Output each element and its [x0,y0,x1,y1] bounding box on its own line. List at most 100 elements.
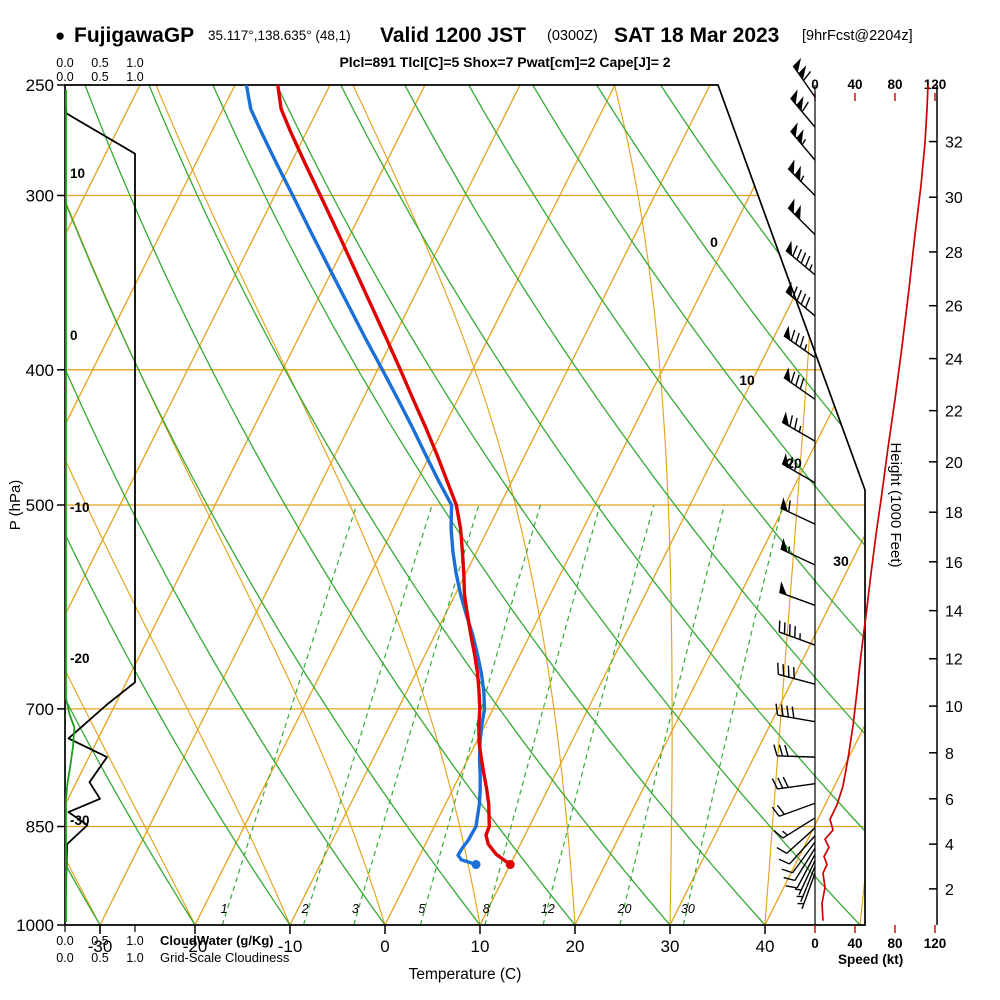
pressure-tick-label: 500 [26,496,54,515]
sounding-profiles [65,85,515,923]
dry-adiabat-label: -20 [70,651,90,666]
height-tick-label: 16 [945,555,963,572]
temperature-tick-label: 0 [380,937,389,956]
wind-barb [771,802,816,817]
height-tick-label: 12 [945,652,963,669]
station-name: FujigawaGP [74,24,194,47]
wind-barb [778,835,816,865]
wind-barb [780,538,816,566]
cloudiness-scale-top: 1.0 [126,70,143,84]
height-tick-label: 28 [945,245,963,262]
height-tick-label: 14 [945,604,963,621]
cloudiness-scale-top: 0.0 [56,70,73,84]
temperature-curve [276,85,512,867]
dry-adiabat-label: -10 [70,500,90,515]
valid-date: SAT 18 Mar 2023 [614,24,779,47]
speed-tick-label-top: 80 [887,77,902,92]
height-tick-label: 30 [945,190,963,207]
wind-barb [779,581,816,606]
cloudwater-scale-top: 1.0 [126,56,143,70]
speed-tick-label-top: 120 [924,77,947,92]
pressure-axis-title: P (hPa) [7,480,24,531]
pressure-tick-label: 250 [26,76,54,95]
isotherm-label: 0 [710,234,718,250]
mixing-ratio-label: 12 [541,902,555,916]
cloudwater-scale-top: 0.5 [91,56,108,70]
wind-barb [790,122,816,161]
height-tick-label: 22 [945,404,963,421]
pressure-tick-label: 300 [26,186,54,205]
clipped-grid [65,85,865,925]
wind-barb [794,860,816,896]
cloudwater-scale-bottom: 0.0 [56,934,73,948]
mixing-ratio-label: 2 [301,902,309,916]
temperature-tick-label: 40 [756,937,775,956]
plot-border [64,84,866,926]
cloudwater-scale-bottom: 0.5 [91,934,108,948]
temperature-tick-label: 20 [566,937,585,956]
valid-time: Valid 1200 JST [380,24,526,47]
temperature-tick-label: -10 [278,937,303,956]
cloudiness-profile [65,89,136,923]
mixing-ratio-label: 1 [221,902,228,916]
cloudiness-caption: Grid-Scale Cloudiness [160,950,290,965]
forecast-info: [9hrFcst@2204z] [802,28,913,44]
dewpoint-surface-dot [471,860,481,870]
wind-barb [781,841,816,874]
wind-barb [777,662,816,685]
height-tick-label: 6 [945,792,954,809]
temperature-tick-label: -30 [88,937,113,956]
speed-tick-label-bottom: 40 [847,936,862,951]
mixing-ratio-label: 8 [483,902,490,916]
plot-frame [64,84,866,926]
height-tick-label: 20 [945,455,963,472]
height-tick-label: 32 [945,135,963,152]
wind-barb [783,367,816,400]
pressure-tick-label: 700 [26,700,54,719]
cloudiness-scale-bottom: 0.0 [56,951,73,965]
height-tick-label: 10 [945,699,963,716]
wind-barb [797,872,816,910]
wind-panel [771,57,929,925]
cloudiness-scale-bottom: 0.5 [91,951,108,965]
mixing-ratio-label: 20 [617,902,632,916]
wind-barb [783,847,816,882]
temperature-tick-label: -20 [183,937,208,956]
height-tick-label: 2 [945,882,954,899]
sounding-parameters: Plcl=891 Tlcl[C]=5 Shox=7 Pwat[cm]=2 Cap… [339,54,670,70]
mixing-ratio-label: 30 [681,902,695,916]
wind-barb [787,198,816,236]
cloudwater-caption: CloudWater (g/Kg) [160,933,274,948]
height-tick-label: 26 [945,299,963,316]
cloudiness-scale-bottom: 1.0 [126,951,143,965]
speed-tick-label-top: 40 [847,77,862,92]
pressure-tick-label: 400 [26,361,54,380]
speed-axis-title: Speed (kt) [838,952,903,967]
cloudiness-scale-top: 0.5 [91,70,108,84]
wind-barb [796,866,816,903]
speed-tick-label-bottom: 80 [887,936,902,951]
wind-speed-profile [821,84,929,921]
mixing-ratio-label: 5 [418,902,425,916]
isotherm-label: 20 [786,455,802,471]
wind-barb [783,325,816,359]
speed-tick-label-top: 0 [811,77,819,92]
height-tick-label: 8 [945,746,954,763]
dry-adiabat-label: 0 [70,328,78,343]
dewpoint-curve [244,85,487,867]
temperature-axis-title: Temperature (C) [409,966,522,983]
wind-barb [781,453,816,484]
wind-barb [771,776,816,790]
height-tick-label: 18 [945,505,963,522]
wind-barb [785,240,816,276]
speed-tick-label-bottom: 120 [924,936,947,951]
height-tick-label: 24 [945,352,963,369]
cloudwater-scale-top: 0.0 [56,56,73,70]
speed-tick-label-bottom: 0 [811,936,819,951]
pressure-tick-label: 850 [26,818,54,837]
background-grid [65,85,865,925]
isotherm-label: 10 [739,372,755,388]
wind-barb [776,827,816,854]
